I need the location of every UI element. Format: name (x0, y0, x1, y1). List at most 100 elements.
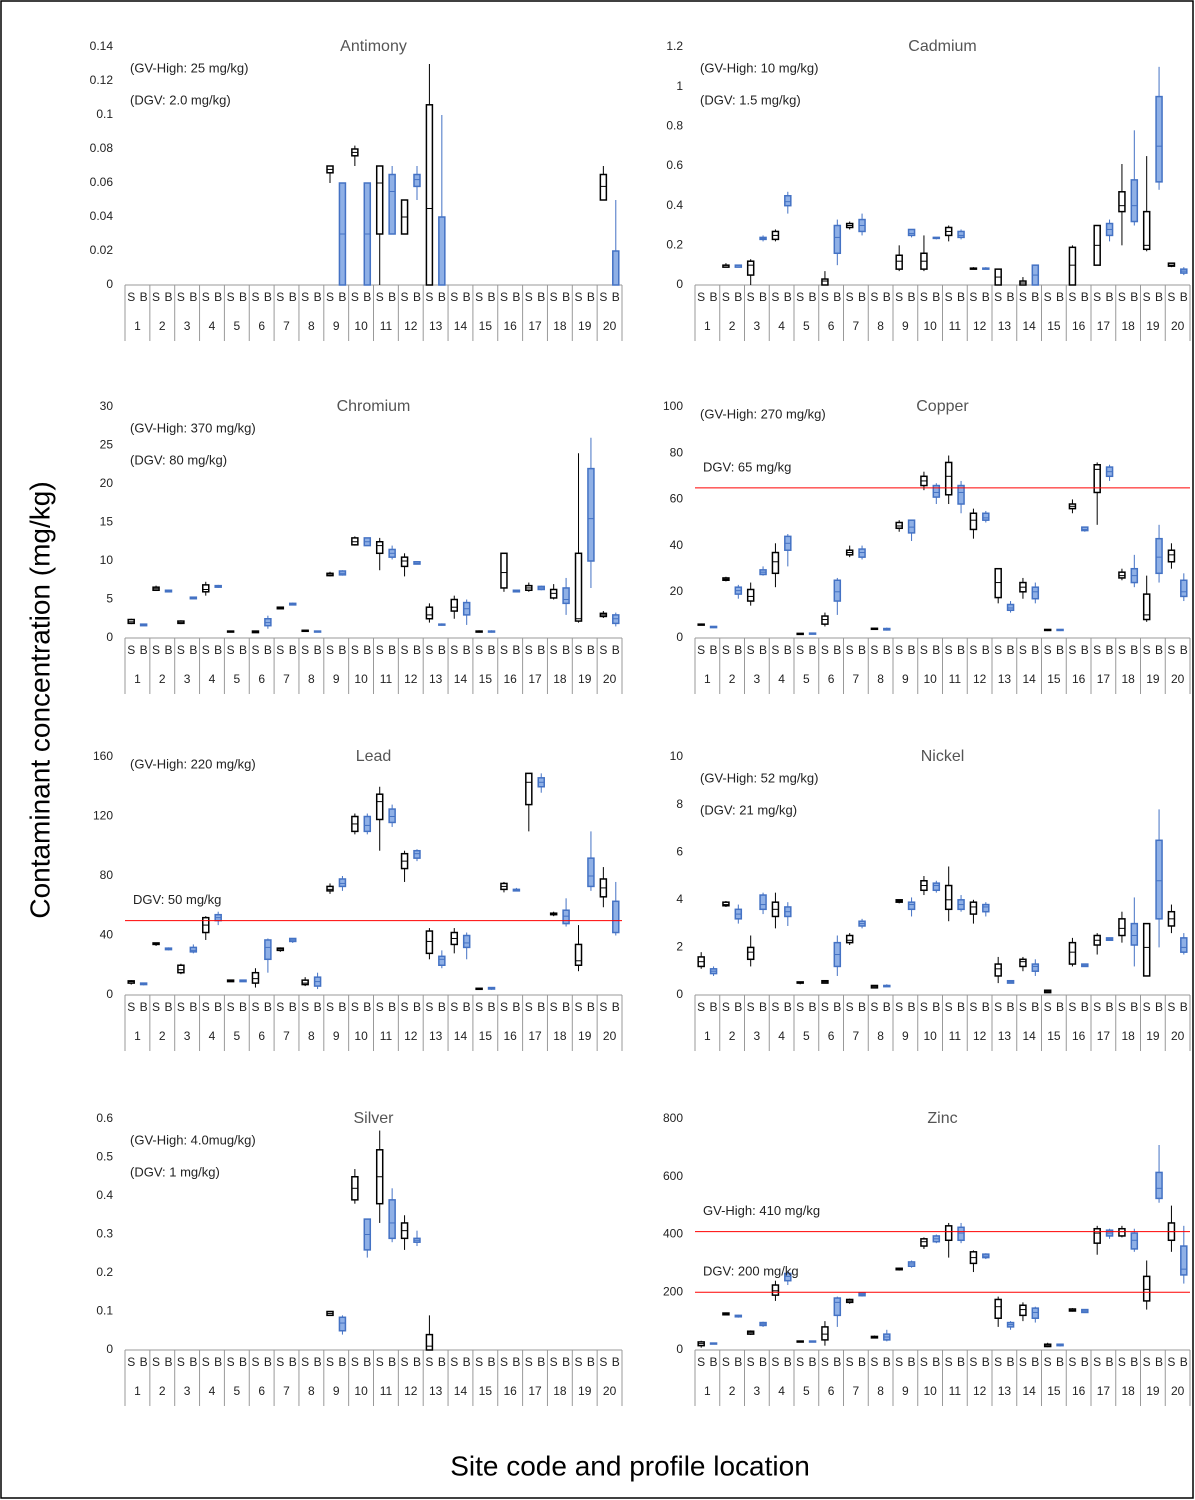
sub-label: S (127, 1355, 135, 1369)
box (833, 579, 842, 602)
sub-label: S (550, 1355, 558, 1369)
x-tick-label: 17 (528, 319, 542, 333)
sub-label: B (264, 643, 272, 657)
sub-label: B (759, 1000, 767, 1014)
sub-label: S (202, 290, 210, 304)
sub-label: S (920, 643, 928, 657)
sub-label: B (612, 1000, 620, 1014)
sub-label: S (525, 643, 533, 657)
sub-label: S (127, 643, 135, 657)
sub-label: S (697, 1000, 705, 1014)
sub-label: S (575, 643, 583, 657)
sub-label: B (908, 1355, 916, 1369)
annotation: (GV-High: 52 mg/kg) (700, 770, 819, 785)
sub-label: B (338, 290, 346, 304)
x-tick-label: 12 (973, 1384, 987, 1398)
y-tick-label: 8 (676, 797, 683, 811)
sub-label: B (562, 1355, 570, 1369)
sub-label: B (1031, 1355, 1039, 1369)
sub-label: B (140, 643, 148, 657)
x-tick-label: 1 (704, 1384, 711, 1398)
x-tick-label: 4 (778, 672, 785, 686)
x-tick-label: 2 (729, 319, 736, 333)
x-tick-label: 11 (949, 672, 962, 686)
x-tick-label: 13 (998, 1029, 1012, 1043)
box (932, 484, 941, 498)
y-tick-label: 0.2 (666, 238, 683, 252)
sub-label: S (127, 1000, 135, 1014)
sub-label: B (932, 643, 940, 657)
box (994, 1298, 1002, 1319)
sub-label: B (883, 643, 891, 657)
x-tick-label: 14 (454, 1384, 468, 1398)
box (562, 909, 570, 925)
sub-label: S (994, 1000, 1002, 1014)
y-tick-label: 0 (106, 1342, 113, 1356)
x-tick-label: 20 (603, 672, 617, 686)
x-tick-label: 7 (283, 1029, 290, 1043)
sub-label: B (734, 1000, 742, 1014)
x-tick-label: 19 (578, 672, 592, 686)
x-tick-label: 10 (923, 319, 937, 333)
x-tick-label: 12 (404, 319, 418, 333)
sub-label: B (982, 1355, 990, 1369)
y-tick-label: 30 (100, 399, 114, 413)
annotation: (GV-High: 4.0mug/kg) (130, 1132, 256, 1147)
sub-label: B (314, 290, 322, 304)
sub-label: B (1155, 1355, 1163, 1369)
sub-label: S (1118, 1000, 1126, 1014)
sub-label: B (710, 1000, 718, 1014)
sub-label: S (994, 643, 1002, 657)
sub-label: B (562, 1000, 570, 1014)
sub-label: B (809, 1355, 817, 1369)
box (969, 901, 978, 915)
sub-label: S (251, 1355, 259, 1369)
sub-label: S (326, 1000, 334, 1014)
x-tick-label: 5 (803, 672, 810, 686)
sub-label: B (612, 1355, 620, 1369)
y-tick-label: 6 (676, 844, 683, 858)
box (895, 521, 903, 530)
box (500, 552, 508, 589)
sub-label: S (401, 1000, 409, 1014)
box (587, 857, 595, 888)
box (612, 250, 620, 286)
sub-label: S (401, 643, 409, 657)
chart-title: Nickel (921, 748, 965, 765)
sub-label: S (301, 1000, 309, 1014)
sub-label: S (920, 1000, 928, 1014)
sub-label: B (338, 643, 346, 657)
x-tick-label: 17 (528, 1029, 542, 1043)
x-tick-label: 16 (503, 1029, 517, 1043)
box (574, 552, 583, 622)
y-tick-label: 20 (100, 476, 114, 490)
sub-label: S (1019, 1355, 1027, 1369)
sub-label: S (1093, 290, 1101, 304)
box (746, 946, 755, 961)
x-tick-label: 7 (283, 672, 290, 686)
chart-title: Lead (356, 748, 392, 765)
sub-label: S (796, 290, 804, 304)
x-tick-label: 18 (553, 319, 567, 333)
sub-label: S (525, 1000, 533, 1014)
box (920, 1238, 928, 1247)
sub-label: S (1118, 643, 1126, 657)
sub-label: S (500, 643, 508, 657)
y-tick-label: 100 (663, 399, 683, 413)
x-tick-label: 11 (380, 672, 393, 686)
x-tick-label: 5 (233, 319, 240, 333)
box (189, 946, 198, 953)
reference-label: GV-High: 410 mg/kg (703, 1203, 820, 1218)
y-tick-label: 0.14 (90, 39, 114, 53)
box (425, 606, 434, 620)
y-tick-label: 80 (670, 445, 684, 459)
sub-label: B (463, 1000, 471, 1014)
x-tick-label: 15 (479, 1029, 493, 1043)
box (982, 512, 990, 521)
sub-label: B (1007, 290, 1015, 304)
sub-label: S (821, 290, 829, 304)
sub-label: S (500, 290, 508, 304)
sub-label: S (1093, 1355, 1101, 1369)
sub-label: S (771, 1355, 779, 1369)
x-tick-label: 16 (1072, 1384, 1086, 1398)
